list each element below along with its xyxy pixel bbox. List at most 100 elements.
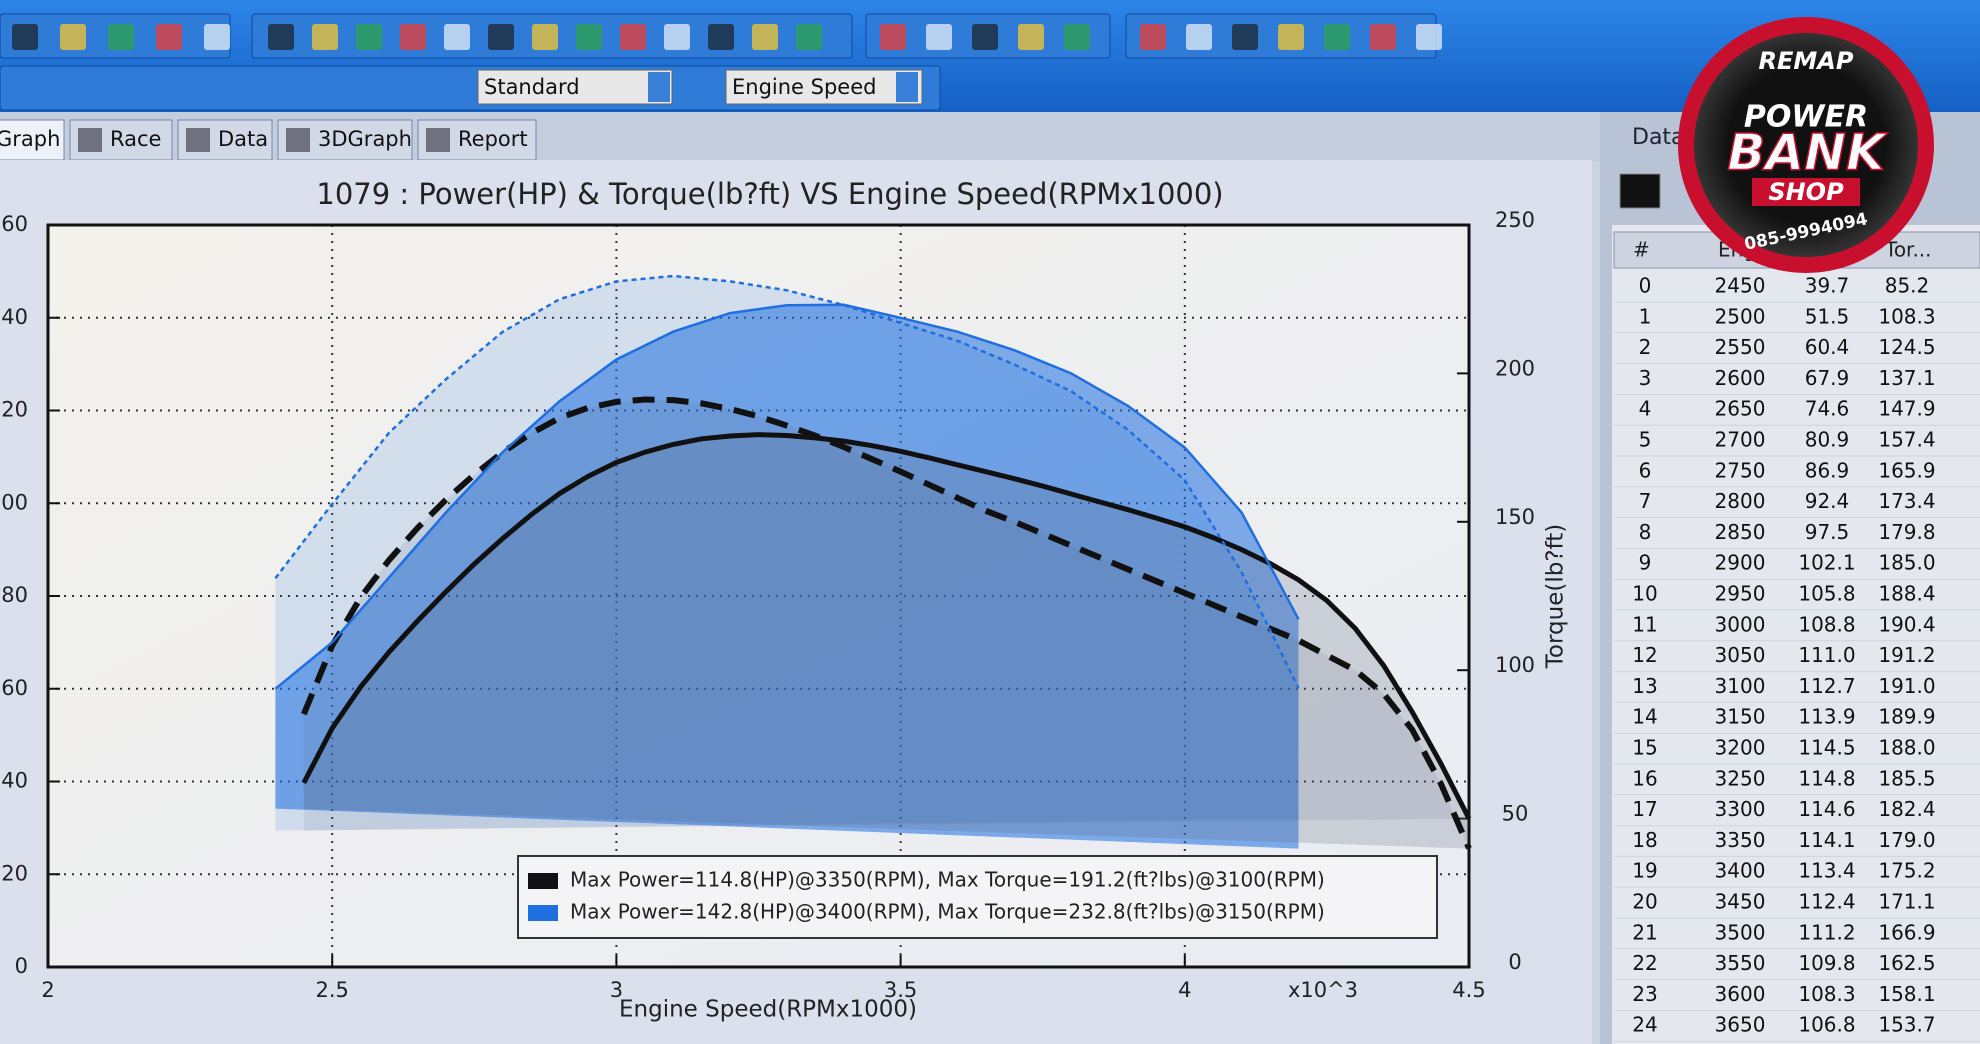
cell: 191.2 bbox=[1878, 643, 1935, 667]
cell: 112.7 bbox=[1798, 674, 1855, 698]
cell: 23 bbox=[1632, 982, 1657, 1006]
x-axis-label: Engine Speed(RPMx1000) bbox=[619, 997, 917, 1023]
toolbar-button[interactable] bbox=[752, 24, 778, 50]
cell: 113.9 bbox=[1798, 705, 1855, 729]
toolbar-button[interactable] bbox=[444, 24, 470, 50]
tab[interactable] bbox=[0, 119, 65, 161]
y-tick-label: 80 bbox=[1, 583, 28, 607]
chart-title: 1079 : Power(HP) & Torque(lb?ft) VS Engi… bbox=[316, 177, 1223, 211]
y2-axis-label: Torque(lb?ft) bbox=[1543, 524, 1569, 669]
x-tick-label: 4.5 bbox=[1452, 978, 1485, 1002]
cell: 12 bbox=[1632, 643, 1657, 667]
axis-select[interactable] bbox=[725, 69, 923, 105]
cell: 109.8 bbox=[1798, 951, 1855, 975]
torque-fill bbox=[303, 399, 1469, 849]
cell: 114.1 bbox=[1798, 828, 1855, 852]
cell: 18 bbox=[1632, 828, 1657, 852]
cell: 3550 bbox=[1715, 951, 1766, 975]
cell: 188.4 bbox=[1878, 582, 1935, 606]
logo: REMAP POWER BANK SHOP 085-9994094 bbox=[1678, 17, 1934, 273]
torque-line bbox=[274, 274, 1300, 689]
toolbar-button[interactable] bbox=[1186, 24, 1212, 50]
toolbar-button[interactable] bbox=[268, 24, 294, 50]
logo-bank: BANK bbox=[1727, 124, 1888, 182]
cell: 2850 bbox=[1715, 520, 1766, 544]
y-tick-label: 60 bbox=[1, 676, 28, 700]
cell: 74.6 bbox=[1805, 397, 1850, 421]
toolbar-button[interactable] bbox=[312, 24, 338, 50]
y-tick-label: 120 bbox=[0, 398, 28, 422]
x-multiplier: x10^3 bbox=[1288, 978, 1358, 1002]
toolbar-button[interactable] bbox=[156, 24, 182, 50]
cell: 85.2 bbox=[1885, 274, 1930, 298]
plot-border bbox=[46, 223, 1471, 969]
cell: 3600 bbox=[1715, 982, 1766, 1006]
cell: 2500 bbox=[1715, 304, 1766, 328]
cell: 97.5 bbox=[1805, 520, 1850, 544]
dropdown-arrow[interactable] bbox=[648, 72, 670, 102]
cell: 166.9 bbox=[1878, 920, 1935, 944]
data-table-bg bbox=[1612, 225, 1980, 1044]
toolbar-button[interactable] bbox=[972, 24, 998, 50]
toolbar-button[interactable] bbox=[1278, 24, 1304, 50]
toolbar-button[interactable] bbox=[532, 24, 558, 50]
legend-label: Max Power=114.8(HP)@3350(RPM), Max Torqu… bbox=[570, 868, 1325, 892]
cell: 188.0 bbox=[1878, 736, 1935, 760]
y-tick-label: 160 bbox=[0, 212, 28, 236]
legend-swatch bbox=[528, 873, 558, 889]
cell: 20 bbox=[1632, 890, 1657, 914]
y2-tick-label: 0 bbox=[1508, 950, 1521, 974]
cell: 105.8 bbox=[1798, 582, 1855, 606]
logo-shop: SHOP bbox=[1768, 178, 1844, 206]
toolbar-button[interactable] bbox=[1140, 24, 1166, 50]
cell: 191.0 bbox=[1878, 674, 1935, 698]
toolbar-button[interactable] bbox=[1018, 24, 1044, 50]
toolbar-button[interactable] bbox=[204, 24, 230, 50]
toolbar-button[interactable] bbox=[108, 24, 134, 50]
tab-label: Graph bbox=[0, 127, 60, 151]
cell: 3250 bbox=[1715, 766, 1766, 790]
toolbar-button[interactable] bbox=[60, 24, 86, 50]
logo-shop-bg bbox=[1752, 178, 1860, 206]
style-select[interactable] bbox=[477, 69, 673, 105]
cell: 111.0 bbox=[1798, 643, 1855, 667]
logo-disc bbox=[1694, 33, 1918, 257]
cell: 3000 bbox=[1715, 612, 1766, 636]
toolbar-group bbox=[0, 65, 941, 111]
toolbar-button[interactable] bbox=[1324, 24, 1350, 50]
data-panel-title: Data bbox=[1632, 125, 1685, 150]
cell: 2550 bbox=[1715, 335, 1766, 359]
toolbar-button[interactable] bbox=[1064, 24, 1090, 50]
color-swatch[interactable] bbox=[1619, 173, 1661, 209]
toolbar-button[interactable] bbox=[926, 24, 952, 50]
toolbar-button[interactable] bbox=[880, 24, 906, 50]
dropdown-arrow[interactable] bbox=[896, 72, 918, 102]
toolbar-button[interactable] bbox=[796, 24, 822, 50]
toolbar-button[interactable] bbox=[1370, 24, 1396, 50]
tab[interactable] bbox=[69, 119, 173, 161]
power-line bbox=[274, 303, 1300, 690]
toolbar-button[interactable] bbox=[1416, 24, 1442, 50]
toolbar-button[interactable] bbox=[400, 24, 426, 50]
cell: 108.8 bbox=[1798, 612, 1855, 636]
toolbar-button[interactable] bbox=[12, 24, 38, 50]
cell: 3300 bbox=[1715, 797, 1766, 821]
toolbar-button[interactable] bbox=[664, 24, 690, 50]
cell: 147.9 bbox=[1878, 397, 1935, 421]
toolbar-button[interactable] bbox=[1232, 24, 1258, 50]
toolbar-button[interactable] bbox=[620, 24, 646, 50]
toolbar-button[interactable] bbox=[488, 24, 514, 50]
cell: 2 bbox=[1639, 335, 1652, 359]
toolbar-button[interactable] bbox=[576, 24, 602, 50]
toolbar-button[interactable] bbox=[708, 24, 734, 50]
cell: 14 bbox=[1632, 705, 1657, 729]
cell: 7 bbox=[1639, 489, 1652, 513]
cell: 179.0 bbox=[1878, 828, 1935, 852]
cell: 67.9 bbox=[1805, 366, 1850, 390]
cell: 157.4 bbox=[1878, 428, 1935, 452]
cell: 189.9 bbox=[1878, 705, 1935, 729]
tab-label: 3DGraph bbox=[318, 127, 412, 151]
legend-label: Max Power=142.8(HP)@3400(RPM), Max Torqu… bbox=[570, 900, 1325, 924]
toolbar-button[interactable] bbox=[356, 24, 382, 50]
y2-tick-label: 200 bbox=[1495, 356, 1535, 380]
